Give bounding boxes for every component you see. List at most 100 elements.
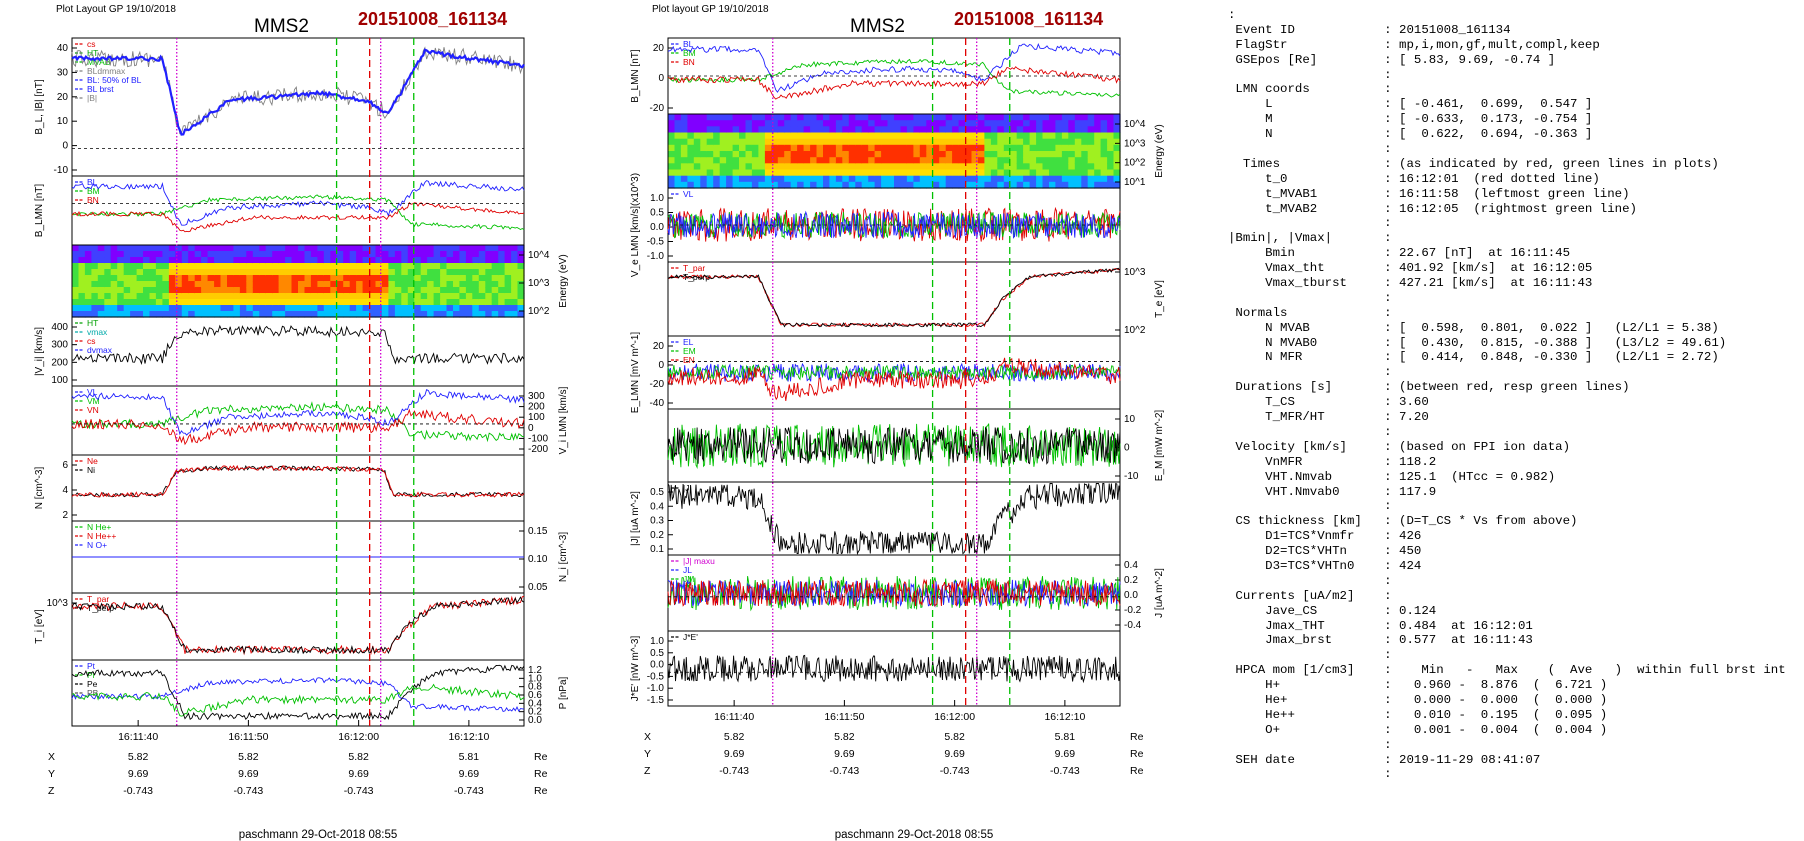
spectrogram-cell: [84, 251, 92, 258]
spectrogram-cell: [726, 163, 734, 171]
spectrogram-cell: [1094, 138, 1102, 146]
spectrogram-cell: [926, 181, 934, 189]
spectrogram-cell: [926, 163, 934, 171]
spectrogram-cell: [446, 305, 454, 312]
spectrogram-cell: [110, 269, 118, 276]
spectrogram-cell: [842, 163, 850, 171]
spectrogram-cell: [984, 151, 992, 158]
spectrogram-cell: [91, 293, 99, 300]
spectrogram-cell: [252, 311, 260, 318]
y-tick-label: -0.5: [647, 237, 665, 248]
spectrogram-cell: [246, 251, 254, 258]
spectrogram-cell: [130, 263, 138, 270]
ephemeris-axis: X: [48, 751, 55, 763]
spectrogram-cell: [932, 151, 940, 158]
spectrogram-cell: [491, 245, 499, 252]
spectrogram-cell: [1094, 175, 1102, 183]
spectrogram-cell: [1113, 132, 1121, 140]
spectrogram-cell: [945, 151, 953, 158]
spectrogram-cell: [214, 275, 222, 282]
spectrogram-cell: [272, 251, 280, 258]
spectrogram-cell: [401, 299, 409, 306]
spectrogram-cell: [855, 144, 863, 152]
spectrogram-cell: [900, 126, 908, 134]
spectrogram-cell: [674, 181, 682, 189]
panel-Nh: 0.150.100.05N_i [cm^-3]N He+N He++N O+: [71, 520, 569, 594]
y-tick-label: 1.0: [650, 636, 664, 647]
spectrogram-cell: [188, 287, 196, 294]
spectrogram-cell: [1081, 151, 1089, 158]
spectrogram-cell: [162, 299, 170, 306]
spectrogram-cell: [362, 263, 370, 270]
spectrogram-cell: [375, 299, 383, 306]
spectrogram-cell: [227, 281, 235, 288]
spectrogram-cell: [1081, 169, 1089, 177]
spectrogram-cell: [771, 169, 779, 177]
spectrogram-cell: [472, 257, 480, 264]
spectrogram-cell: [965, 163, 973, 171]
spectrogram-cell: [1068, 169, 1076, 177]
spectrogram-cell: [433, 281, 441, 288]
spectrogram-cell: [388, 299, 396, 306]
spectrogram-cell: [381, 311, 389, 318]
spectrogram-cell: [343, 293, 351, 300]
spectrogram-cell: [1061, 144, 1069, 152]
y-axis-label: V_i LMN [km/s]: [558, 386, 569, 454]
spectrogram-cell: [797, 132, 805, 140]
spectrogram-cell: [1003, 163, 1011, 171]
spectrogram-cell: [687, 144, 695, 152]
spectrogram-cell: [97, 281, 105, 288]
spectrogram-cell: [298, 263, 306, 270]
spectrogram-cell: [732, 138, 740, 146]
report-line: FlagStr : mp,i,mon,gf,mult,compl,keep: [1228, 37, 1600, 52]
spectrogram-cell: [194, 311, 202, 318]
spectrogram-cell: [375, 263, 383, 270]
spectrogram-cell: [945, 114, 953, 121]
spectrogram-cell: [149, 281, 157, 288]
spectrogram-cell: [188, 263, 196, 270]
spectrogram-cell: [304, 311, 312, 318]
spectrogram-cell: [784, 114, 792, 121]
spectrogram-cell: [252, 251, 260, 258]
spectrogram-cell: [848, 114, 856, 121]
trace-green: [71, 683, 525, 717]
spectrogram-cell: [997, 163, 1005, 171]
spectrogram-cell: [829, 151, 837, 158]
ephemeris-value: 5.82: [724, 731, 745, 743]
spectrogram-cell: [304, 299, 312, 306]
spectrogram-cell: [433, 311, 441, 318]
spectrogram-cell: [1113, 157, 1121, 164]
spectrogram-cell: [472, 245, 480, 252]
spectrogram-cell: [498, 281, 506, 288]
spectrogram-cell: [894, 132, 902, 140]
spectrogram-cell: [375, 311, 383, 318]
spectrogram-cell: [700, 126, 708, 134]
x-tick-label: 16:12:10: [1044, 711, 1085, 723]
spectrogram-cell: [291, 257, 299, 264]
spectrogram-cell: [965, 181, 973, 189]
spectrogram-cell: [343, 263, 351, 270]
r-tick-label: 10^2: [528, 306, 550, 317]
spectrogram-cell: [771, 181, 779, 189]
spectrogram-cell: [459, 263, 467, 270]
y-tick-label: 2: [62, 510, 68, 521]
spectrogram-cell: [388, 275, 396, 282]
spectrogram-cell: [745, 181, 753, 189]
spectrogram-cell: [162, 263, 170, 270]
spectrogram-cell: [874, 144, 882, 152]
spectrogram-cell: [965, 120, 973, 127]
spectrogram-cell: [330, 293, 338, 300]
spectrogram-cell: [188, 293, 196, 300]
spectrogram-cell: [84, 311, 92, 318]
spectrogram-cell: [498, 263, 506, 270]
spectrogram-cell: [149, 251, 157, 258]
spectrogram-cell: [388, 245, 396, 252]
report-line: :: [1228, 142, 1392, 157]
ephemeris-value: 9.69: [128, 768, 149, 780]
spectrogram-cell: [207, 257, 215, 264]
legend-label: Pe: [87, 679, 98, 689]
spectrogram-cell: [764, 151, 772, 158]
y-tick-label: 400: [51, 322, 68, 333]
spectrogram-cell: [1016, 163, 1024, 171]
spectrogram-cell: [201, 245, 209, 252]
